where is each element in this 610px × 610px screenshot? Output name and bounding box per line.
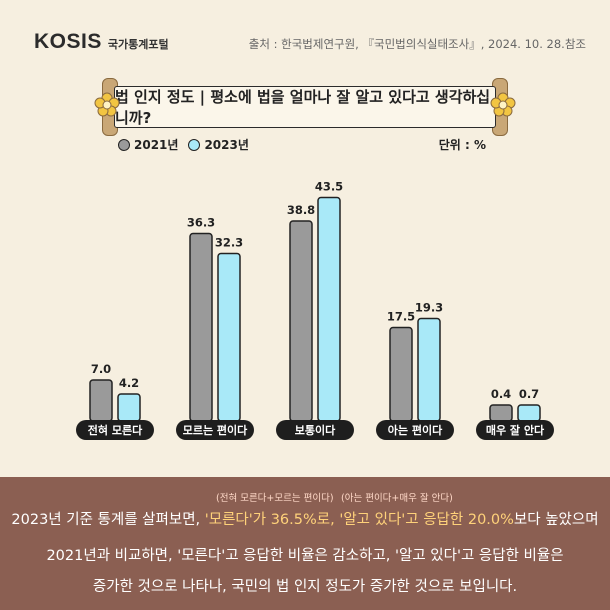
chart-legend: 2021년 2023년	[118, 136, 259, 153]
scroll-paper: 법 인지 정도 | 평소에 법을 얼마나 잘 알고 있다고 생각하십니까?	[114, 86, 496, 128]
source-citation: 출처 : 한국법제연구원, 『국민법의식실태조사』, 2024. 10. 28.…	[248, 37, 586, 51]
summary-highlight-known: '알고 있다'고 응답한 20.0%	[339, 512, 514, 528]
bar-2021-1	[189, 232, 213, 422]
unit-label: 단위 : %	[438, 138, 486, 152]
value-label-2021-0: 7.0	[91, 362, 111, 376]
legend-label-2021: 2021년	[134, 138, 179, 152]
bar-2023-1	[217, 252, 241, 422]
value-label-2021-4: 0.4	[491, 387, 511, 401]
bar-2021-4	[489, 404, 513, 422]
summary-line-1-a: 2023년 기준 통계를 살펴보면,	[11, 512, 205, 528]
logo-text: KOSIS	[34, 30, 102, 53]
bar-2023-3	[417, 317, 441, 422]
bar-2021-0	[89, 379, 113, 422]
value-label-2023-4: 0.7	[519, 387, 539, 401]
legend-item-2023: 2023년	[188, 136, 249, 153]
bar-chart: 7.0 4.2 전혀 모른다 36.332.3 모르는 편이다 38.843.5 보통이다 1…	[76, 180, 554, 440]
summary-line-2: 2021년과 비교하면, '모른다'고 응답한 비율은 감소하고, '알고 있다…	[46, 548, 564, 564]
value-label-2023-3: 19.3	[415, 301, 443, 315]
category-pill-3	[376, 420, 454, 440]
category-label-1: 모르는 편이다	[183, 423, 248, 437]
category-label-3: 아는 편이다	[388, 423, 443, 437]
legend-swatch-2023	[188, 138, 201, 151]
value-label-2023-2: 43.5	[315, 180, 343, 194]
bar-2023-4	[517, 404, 541, 422]
category-label-2: 보통이다	[295, 423, 336, 437]
bar-2021-3	[389, 326, 413, 422]
footnote-unknown-sum: (전혀 모른다+모르는 편이다)	[216, 493, 334, 504]
category-pill-0	[76, 420, 154, 440]
header: KOSIS 국가통계포털 출처 : 한국법제연구원, 『국민법의식실태조사』, …	[0, 0, 610, 80]
legend-label-2023: 2023년	[204, 138, 249, 152]
bar-2023-2	[317, 196, 341, 422]
category-pill-2	[276, 420, 354, 440]
legend-swatch-2021	[118, 138, 130, 151]
flower-ornament-right-icon	[490, 92, 516, 117]
summary-line-1-d: 보다 높았으며	[513, 512, 599, 528]
value-label-2021-1: 36.3	[187, 216, 215, 230]
summary-highlight-unknown: '모른다'가 36.5%로,	[204, 512, 340, 528]
summary-line-1: 2023년 기준 통계를 살펴보면, '모른다'가 36.5%로, '알고 있다…	[0, 508, 610, 529]
summary-footer: (전혀 모른다+모르는 편이다) (아는 편이다+매우 잘 안다) 2023년 …	[0, 477, 610, 610]
value-label-2023-0: 4.2	[119, 376, 139, 390]
flower-ornament-left-icon	[94, 92, 120, 117]
value-label-2021-3: 17.5	[387, 310, 415, 324]
logo-subtitle: 국가통계포털	[107, 38, 169, 51]
summary-line-3: 증가한 것으로 나타나, 국민의 법 인지 정도가 증가한 것으로 보입니다.	[92, 579, 518, 595]
category-pill-1	[176, 420, 254, 440]
category-label-4: 매우 잘 안다	[486, 423, 545, 437]
footnote-known-sum: (아는 편이다+매우 잘 안다)	[341, 493, 453, 504]
chart-title-banner: 법 인지 정도 | 평소에 법을 얼마나 잘 알고 있다고 생각하십니까?	[94, 78, 516, 136]
category-pill-4	[476, 420, 554, 440]
bar-2023-0	[117, 393, 141, 422]
category-label-0: 전혀 모른다	[88, 423, 143, 437]
legend-item-2021: 2021년	[118, 136, 178, 153]
value-label-2023-1: 32.3	[215, 236, 243, 250]
bar-2021-2	[289, 220, 313, 422]
kosis-logo[interactable]: KOSIS 국가통계포털	[34, 30, 169, 54]
chart-title: 법 인지 정도 | 평소에 법을 얼마나 잘 알고 있다고 생각하십니까?	[115, 88, 491, 127]
value-label-2021-2: 38.8	[287, 203, 315, 217]
